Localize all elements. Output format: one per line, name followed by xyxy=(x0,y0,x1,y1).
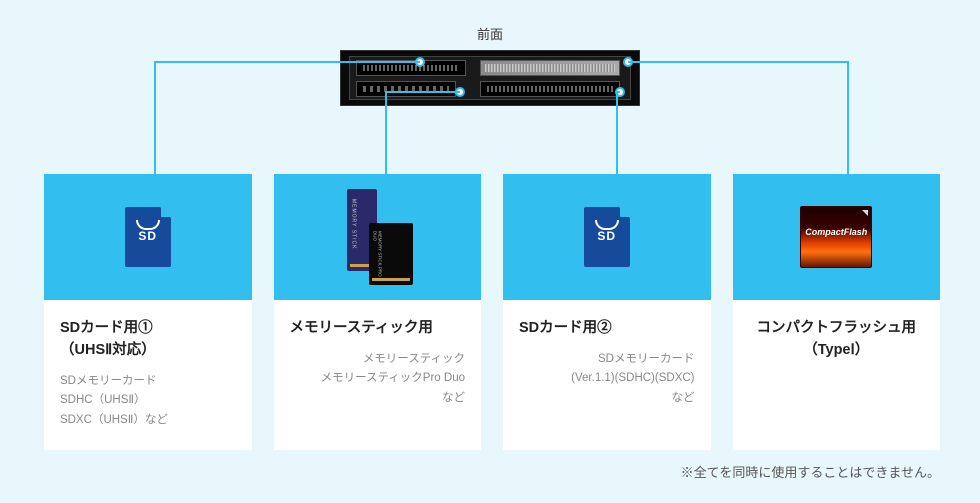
card: SD SDカード用② SDメモリーカード (Ver.1.1)(SDHC)(SDXC)… xyxy=(503,174,711,450)
card: SD SDカード用① （UHSⅡ対応） SDメモリーカード SDHC（UHSⅡ） S… xyxy=(44,174,252,450)
slot-sd2 xyxy=(480,81,620,97)
card-desc: メモリースティック メモリースティックPro Duo など xyxy=(290,350,466,409)
card-icon-area: SD xyxy=(44,174,252,300)
card-title: メモリースティック用 xyxy=(290,318,466,340)
top-label: 前面 xyxy=(477,24,503,43)
slot-memorystick xyxy=(356,81,456,97)
footnote: ※全てを同時に使用することはできません。 xyxy=(681,462,940,481)
card-icon-area: MEMORY STICKMEMORY STICK PRO DUO xyxy=(274,174,482,300)
slot-sd-uhs2 xyxy=(356,60,466,76)
card-desc: SDメモリーカード (Ver.1.1)(SDHC)(SDXC) など xyxy=(519,350,695,409)
card-row: SD SDカード用① （UHSⅡ対応） SDメモリーカード SDHC（UHSⅡ） S… xyxy=(44,174,940,450)
card-icon-area: SD xyxy=(503,174,711,300)
card-body: メモリースティック用メモリースティック メモリースティックPro Duo など xyxy=(274,300,482,428)
card-icon-area: CompactFlash xyxy=(733,174,941,300)
compactflash-icon: CompactFlash xyxy=(800,206,872,268)
card-reader-device xyxy=(340,50,640,106)
slot-cf xyxy=(480,60,620,76)
card-body: SDカード用① （UHSⅡ対応） SDメモリーカード SDHC（UHSⅡ） SDX… xyxy=(44,300,252,450)
card: MEMORY STICKMEMORY STICK PRO DUO メモリースティッ… xyxy=(274,174,482,450)
card-body: コンパクトフラッシュ用 （TypeⅠ） xyxy=(733,300,941,392)
sd-card-icon: SD xyxy=(125,207,171,267)
card-desc: SDメモリーカード SDHC（UHSⅡ） SDXC（UHSⅡ）など xyxy=(60,372,236,431)
card: CompactFlash コンパクトフラッシュ用 （TypeⅠ） xyxy=(733,174,941,450)
card-title: SDカード用② xyxy=(519,318,695,340)
card-title: コンパクトフラッシュ用 （TypeⅠ） xyxy=(749,318,925,362)
card-body: SDカード用② SDメモリーカード (Ver.1.1)(SDHC)(SDXC) な… xyxy=(503,300,711,428)
sd-card-icon: SD xyxy=(584,207,630,267)
card-title: SDカード用① （UHSⅡ対応） xyxy=(60,318,236,362)
memorystick-icon: MEMORY STICKMEMORY STICK PRO DUO xyxy=(339,189,415,285)
